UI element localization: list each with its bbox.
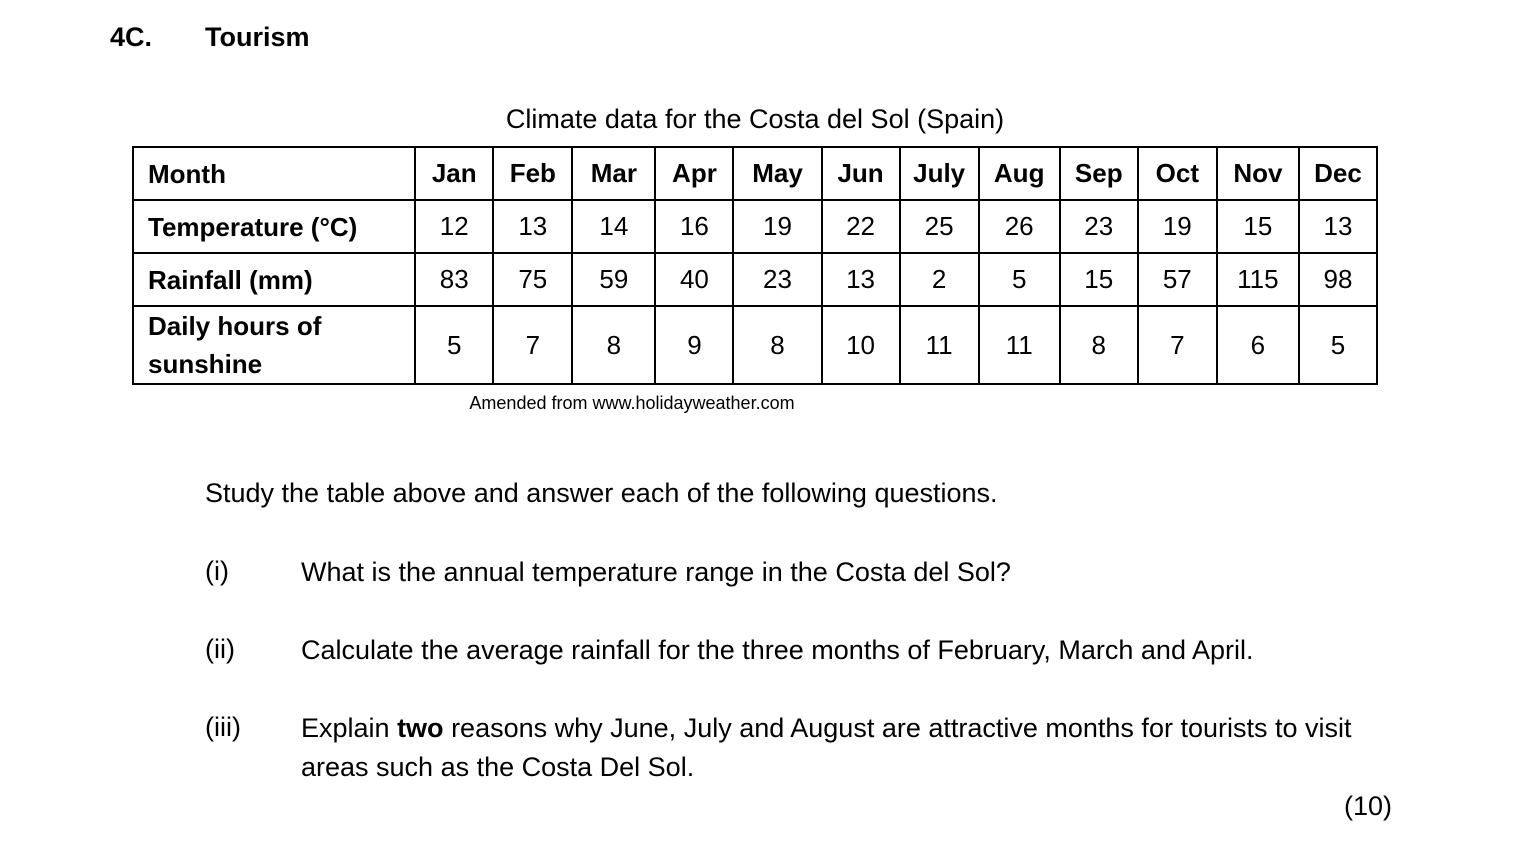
table-cell: 8: [1058, 305, 1139, 385]
table-cell: 5: [414, 305, 495, 385]
sunshine-label-line2: sunshine: [148, 349, 263, 379]
table-cell: 11: [977, 305, 1061, 385]
sunshine-label: Daily hours of sunshine: [131, 305, 417, 385]
month-oct: Oct: [1136, 146, 1218, 201]
month-mar: Mar: [571, 146, 657, 201]
table-cell: 23: [1058, 199, 1139, 254]
table-cell: 13: [820, 252, 901, 307]
temperature-row: Temperature (°C) 12 13 14 16 19 22 25 26…: [131, 199, 1379, 254]
section-title: Tourism: [205, 22, 310, 52]
question-number-ii: (ii): [205, 634, 235, 664]
table-cell: 2: [898, 252, 980, 307]
instruction-text: Study the table above and answer each of…: [205, 478, 998, 508]
question-number-iii: (iii): [205, 712, 241, 742]
table-cell: 98: [1297, 252, 1379, 307]
table-cell: 15: [1058, 252, 1139, 307]
table-cell: 16: [654, 199, 735, 254]
table-cell: 10: [820, 305, 901, 385]
sunshine-row: Daily hours of sunshine 5 7 8 9 8 10 11 1…: [131, 305, 1379, 385]
question-text-iii-after: reasons why June, July and August are at…: [301, 713, 1352, 782]
table-cell: 26: [977, 199, 1061, 254]
rainfall-label: Rainfall (mm): [131, 252, 417, 307]
month-row: Month Jan Feb Mar Apr May Jun July Aug S…: [131, 146, 1379, 201]
month-apr: Apr: [654, 146, 735, 201]
table-caption: Climate data for the Costa del Sol (Spai…: [505, 104, 1005, 134]
question-text-i: What is the annual temperature range in …: [301, 557, 1011, 587]
table-cell: 9: [654, 305, 735, 385]
month-may: May: [732, 146, 823, 201]
section-number: 4C.: [110, 22, 153, 52]
month-feb: Feb: [492, 146, 574, 201]
table-cell: 19: [732, 199, 823, 254]
month-header: Month: [131, 146, 417, 201]
table-cell: 8: [732, 305, 823, 385]
table-cell: 8: [571, 305, 657, 385]
question-number-i: (i): [205, 556, 229, 586]
month-sep: Sep: [1058, 146, 1139, 201]
table-cell: 13: [492, 199, 574, 254]
table-cell: 59: [571, 252, 657, 307]
table-cell: 83: [414, 252, 495, 307]
sunshine-label-line1: Daily hours of: [148, 311, 322, 341]
month-jun: Jun: [820, 146, 901, 201]
month-jan: Jan: [414, 146, 495, 201]
table-cell: 13: [1297, 199, 1379, 254]
table-cell: 5: [977, 252, 1061, 307]
table-cell: 22: [820, 199, 901, 254]
table-cell: 7: [492, 305, 574, 385]
marks-total: (10): [1343, 791, 1392, 821]
source-note: Amended from www.holidayweather.com: [469, 393, 795, 413]
question-text-iii: Explain two reasons why June, July and A…: [301, 709, 1401, 787]
table-cell: 11: [898, 305, 980, 385]
rainfall-row: Rainfall (mm) 83 75 59 40 23 13 2 5 15 5…: [131, 252, 1379, 307]
month-dec: Dec: [1297, 146, 1379, 201]
table-cell: 15: [1215, 199, 1300, 254]
table-cell: 14: [571, 199, 657, 254]
question-text-ii: Calculate the average rainfall for the t…: [301, 635, 1254, 665]
table-cell: 57: [1136, 252, 1218, 307]
table-cell: 115: [1215, 252, 1300, 307]
table-cell: 12: [414, 199, 495, 254]
table-cell: 19: [1136, 199, 1218, 254]
question-text-iii-before: Explain: [301, 713, 398, 743]
table-cell: 23: [732, 252, 823, 307]
table-cell: 40: [654, 252, 735, 307]
table-cell: 75: [492, 252, 574, 307]
climate-table: Month Jan Feb Mar Apr May Jun July Aug S…: [131, 146, 1379, 385]
table-cell: 25: [898, 199, 980, 254]
table-cell: 7: [1136, 305, 1218, 385]
month-aug: Aug: [977, 146, 1061, 201]
table-cell: 6: [1215, 305, 1300, 385]
table-cell: 5: [1297, 305, 1379, 385]
month-nov: Nov: [1215, 146, 1300, 201]
question-text-iii-bold: two: [397, 713, 444, 743]
temperature-label: Temperature (°C): [131, 199, 417, 254]
month-jul: July: [898, 146, 980, 201]
